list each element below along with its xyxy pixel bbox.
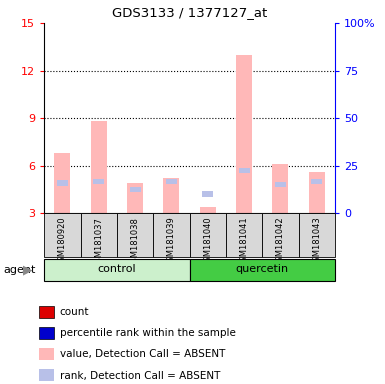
Bar xyxy=(166,179,177,184)
Bar xyxy=(299,213,335,257)
Bar xyxy=(54,153,70,213)
Bar xyxy=(239,167,249,173)
Text: GSM180920: GSM180920 xyxy=(58,217,67,267)
Text: value, Detection Call = ABSENT: value, Detection Call = ABSENT xyxy=(60,349,225,359)
Text: agent: agent xyxy=(4,265,36,275)
Text: GSM181038: GSM181038 xyxy=(131,217,140,268)
Bar xyxy=(130,187,141,192)
Bar xyxy=(93,179,104,184)
Bar xyxy=(190,213,226,257)
Bar xyxy=(262,213,299,257)
Bar xyxy=(57,180,68,186)
Text: percentile rank within the sample: percentile rank within the sample xyxy=(60,328,236,338)
Bar xyxy=(200,207,216,213)
Bar xyxy=(91,121,107,213)
Text: GSM181039: GSM181039 xyxy=(167,217,176,267)
Bar xyxy=(117,213,153,257)
Bar xyxy=(309,172,325,213)
Text: ▶: ▶ xyxy=(23,263,32,276)
Bar xyxy=(226,213,262,257)
Text: rank, Detection Call = ABSENT: rank, Detection Call = ABSENT xyxy=(60,371,220,381)
Text: GSM181040: GSM181040 xyxy=(203,217,212,267)
Text: GSM181043: GSM181043 xyxy=(312,217,321,267)
Bar xyxy=(273,164,288,213)
Bar xyxy=(275,182,286,187)
Text: quercetin: quercetin xyxy=(236,264,289,274)
Bar xyxy=(153,213,189,257)
Bar xyxy=(164,178,179,213)
Text: GSM181041: GSM181041 xyxy=(239,217,249,267)
Text: count: count xyxy=(60,307,89,317)
Bar xyxy=(127,183,143,213)
Title: GDS3133 / 1377127_at: GDS3133 / 1377127_at xyxy=(112,6,267,19)
Bar xyxy=(44,258,190,281)
Text: control: control xyxy=(98,264,136,274)
Bar xyxy=(44,213,80,257)
Bar xyxy=(311,179,322,184)
Text: GSM181042: GSM181042 xyxy=(276,217,285,267)
Bar xyxy=(236,55,252,213)
Bar xyxy=(80,213,117,257)
Bar xyxy=(190,258,335,281)
Text: GSM181037: GSM181037 xyxy=(94,217,103,268)
Bar xyxy=(203,191,213,197)
